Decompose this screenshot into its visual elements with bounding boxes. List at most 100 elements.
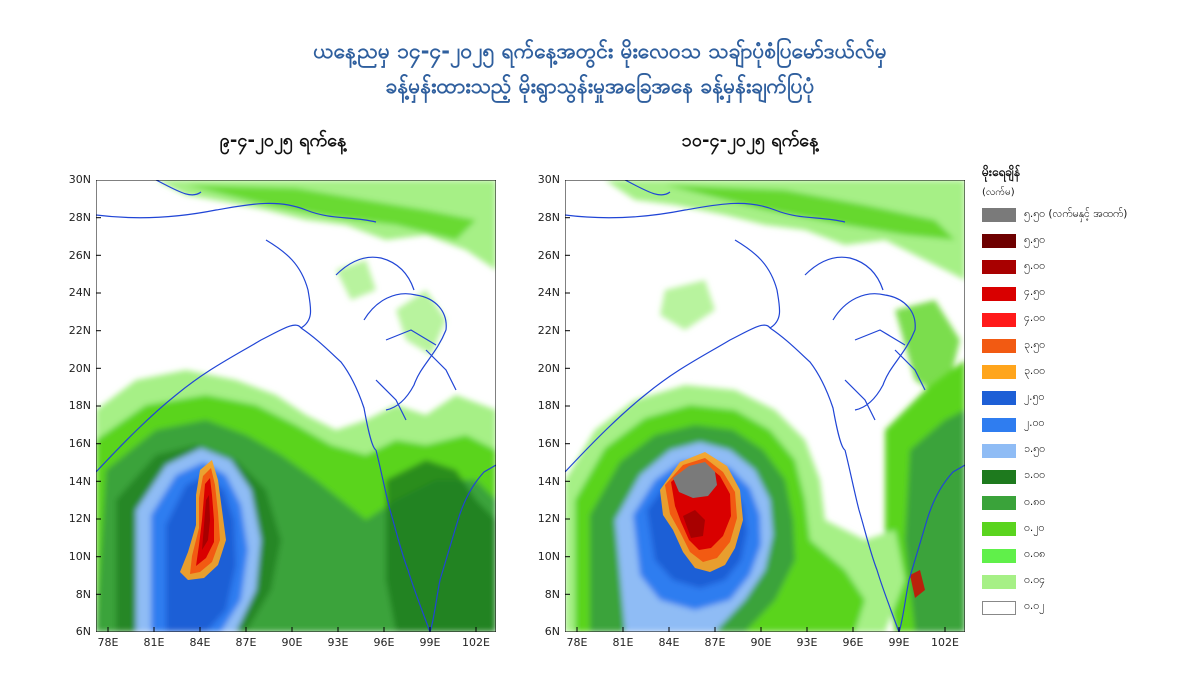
x-tick-label: 102E <box>931 636 959 649</box>
legend-label: ၁.၅၀ <box>1024 443 1046 456</box>
y-tick-label: 14N <box>537 475 560 488</box>
y-tick-label: 22N <box>537 324 560 337</box>
x-tick-label: 93E <box>327 636 349 649</box>
y-tick-label: 8N <box>544 588 560 601</box>
legend-swatch <box>982 234 1016 249</box>
rainfall-map-right <box>564 179 966 633</box>
legend-item: ၅.၀၀ <box>982 254 1197 280</box>
x-tick-label: 87E <box>235 636 257 649</box>
legend-swatch <box>982 312 1016 327</box>
x-tick-label: 87E <box>704 636 726 649</box>
legend-item: ၄.၅၀ <box>982 281 1197 307</box>
x-tick-label: 99E <box>419 636 441 649</box>
legend-label: ၀.၀၄ <box>1024 574 1046 587</box>
legend-label: ၅.၀၀ <box>1024 259 1046 272</box>
legend-label: ၃.၀၀ <box>1024 364 1046 377</box>
legend-swatch <box>982 469 1016 484</box>
legend-unit: (လက်မ) <box>982 187 1015 198</box>
legend-swatch <box>982 260 1016 275</box>
rainfall-legend: မိုးရေချိန် (လက်မ) ၅.၅၀ (လက်မနှင့် အထက်)… <box>982 160 1197 621</box>
x-tick-label: 90E <box>750 636 772 649</box>
legend-swatch <box>982 391 1016 406</box>
x-tick-label: 78E <box>566 636 588 649</box>
legend-swatch <box>982 600 1016 615</box>
y-tick-label: 20N <box>537 362 560 375</box>
y-tick-label: 30N <box>68 173 91 186</box>
legend-title: မိုးရေချိန် <box>982 165 1021 179</box>
map-panel-left <box>95 179 497 633</box>
y-tick-label: 22N <box>68 324 91 337</box>
legend-label: ၂.၅၀ <box>1024 390 1045 403</box>
legend-item: ၁.၅၀ <box>982 438 1197 464</box>
legend-item: ၃.၀၀ <box>982 359 1197 385</box>
y-tick-label: 12N <box>537 512 560 525</box>
legend-item: ၂.၀၀ <box>982 412 1197 438</box>
x-tick-label: 93E <box>796 636 818 649</box>
x-tick-label: 102E <box>462 636 490 649</box>
x-tick-label: 78E <box>97 636 119 649</box>
y-tick-label: 8N <box>75 588 91 601</box>
legend-label: ၀.၀၈ <box>1024 548 1046 561</box>
y-tick-label: 18N <box>537 399 560 412</box>
rainfall-map-left <box>95 179 497 633</box>
y-tick-label: 18N <box>68 399 91 412</box>
y-tick-label: 28N <box>537 211 560 224</box>
y-tick-label: 10N <box>537 550 560 563</box>
x-tick-label: 81E <box>143 636 165 649</box>
x-tick-label: 81E <box>612 636 634 649</box>
y-tick-label: 10N <box>68 550 91 563</box>
map-panel-right <box>564 179 966 633</box>
legend-swatch <box>982 496 1016 511</box>
legend-label: ၄.၅၀ <box>1024 286 1046 299</box>
y-tick-label: 26N <box>537 249 560 262</box>
legend-label: ၀.၀၂ <box>1024 600 1045 613</box>
legend-item: ၀.၀၂ <box>982 595 1197 621</box>
x-tick-label: 84E <box>189 636 211 649</box>
legend-item: ၀.၂၀ <box>982 516 1197 542</box>
legend-swatch <box>982 443 1016 458</box>
legend-swatch <box>982 339 1016 354</box>
legend-item: ၀.၀၄ <box>982 569 1197 595</box>
y-tick-label: 16N <box>537 437 560 450</box>
legend-swatch <box>982 574 1016 589</box>
y-tick-label: 20N <box>68 362 91 375</box>
legend-item: ၀.၀၈ <box>982 542 1197 568</box>
legend-swatch <box>982 208 1016 223</box>
y-tick-label: 6N <box>75 625 91 638</box>
main-title-line-2: ခန့်မှန်းထားသည့် မိုးရွာသွန်းမှုအခြေအနေ … <box>385 74 815 98</box>
x-tick-label: 99E <box>888 636 910 649</box>
legend-label: ၅.၅၀ <box>1024 233 1046 246</box>
y-tick-label: 24N <box>537 286 560 299</box>
legend-label: ၄.၀၀ <box>1024 312 1046 325</box>
y-tick-label: 14N <box>68 475 91 488</box>
y-tick-label: 24N <box>68 286 91 299</box>
legend-swatch <box>982 522 1016 537</box>
y-tick-label: 26N <box>68 249 91 262</box>
legend-label: ၃.၅၀ <box>1024 338 1046 351</box>
panel-left-date: ၉-၄-၂၀၂၅ ရက်နေ့ <box>219 130 347 151</box>
legend-swatch <box>982 417 1016 432</box>
legend-item: ၅.၅၀ <box>982 228 1197 254</box>
y-tick-label: 6N <box>544 625 560 638</box>
legend-label: ၀.၈၀ <box>1024 495 1046 508</box>
legend-swatch <box>982 365 1016 380</box>
x-tick-label: 96E <box>373 636 395 649</box>
y-tick-label: 28N <box>68 211 91 224</box>
legend-item: ၅.၅၀ (လက်မနှင့် အထက်) <box>982 202 1197 228</box>
legend-swatch <box>982 548 1016 563</box>
y-tick-label: 12N <box>68 512 91 525</box>
legend-label: ၅.၅၀ (လက်မနှင့် အထက်) <box>1024 207 1128 220</box>
y-tick-label: 16N <box>68 437 91 450</box>
legend-item: ၃.၅၀ <box>982 333 1197 359</box>
main-title-line-1: ယနေ့ညမှ ၁၄-၄-၂၀၂၅ ရက်နေ့အတွင်း မိုးလေဝသ … <box>313 39 887 63</box>
legend-label: ၀.၂၀ <box>1024 521 1045 534</box>
legend-item: ၂.၅၀ <box>982 385 1197 411</box>
legend-items: ၅.၅၀ (လက်မနှင့် အထက်) ၅.၅၀၅.၀၀၄.၅၀၄.၀၀၃.၅… <box>982 202 1197 621</box>
legend-item: ၁.၀၀ <box>982 464 1197 490</box>
y-tick-label: 30N <box>537 173 560 186</box>
legend-label: ၁.၀၀ <box>1024 469 1046 482</box>
x-tick-label: 90E <box>281 636 303 649</box>
x-tick-label: 96E <box>842 636 864 649</box>
legend-item: ၀.၈၀ <box>982 490 1197 516</box>
legend-swatch <box>982 286 1016 301</box>
